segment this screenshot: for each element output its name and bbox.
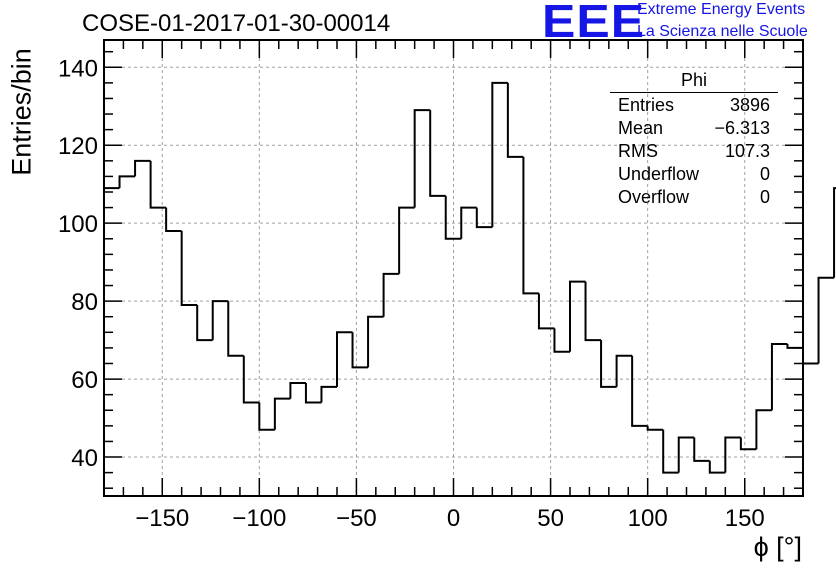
x-axis-label: ϕ [°] [753, 532, 802, 562]
logo-subtitle-1: Extreme Energy Events [637, 1, 806, 18]
stats-row-overflow: Overflow 0 [610, 186, 778, 209]
histogram-bin [506, 82, 524, 158]
histogram-bin [180, 230, 198, 307]
y-tick-label: 100 [58, 211, 98, 238]
histogram-bin [646, 425, 664, 431]
histogram-bin [537, 293, 555, 330]
histogram-bin [802, 347, 819, 365]
histogram-bin [258, 402, 275, 431]
histogram-bin [739, 437, 757, 451]
histogram-bin [631, 355, 648, 427]
histogram-bin [615, 354, 633, 387]
stats-value: 0 [759, 187, 770, 207]
stats-row-underflow: Underflow 0 [610, 163, 778, 186]
histogram-bin [289, 381, 306, 399]
stats-value: 107.3 [724, 141, 770, 161]
histogram-bin [367, 315, 384, 368]
y-tick-label: 40 [71, 445, 98, 472]
stats-row-entries: Entries 3896 [610, 94, 778, 117]
histogram-bin [336, 331, 353, 387]
histogram-bin [755, 409, 772, 450]
histogram-bin [475, 207, 493, 229]
stats-value: −6.313 [714, 118, 770, 138]
x-tick-label: −150 [135, 505, 189, 532]
histogram-bin [677, 436, 695, 473]
x-tick-label: 150 [725, 505, 765, 532]
histogram-bin [165, 207, 182, 232]
histogram-bin [134, 159, 151, 177]
histogram-bin [273, 397, 291, 430]
histogram-bin [382, 272, 400, 317]
histogram-bin [227, 301, 244, 357]
histogram-bin [413, 109, 431, 208]
histogram-bin [211, 300, 229, 341]
y-tick-label: 140 [58, 55, 98, 82]
histogram-bin [320, 385, 337, 403]
y-tick-label: 80 [71, 289, 98, 316]
histogram-bin [724, 436, 741, 473]
x-tick-label: 100 [628, 505, 668, 532]
stats-label: RMS [618, 141, 658, 161]
histogram-bin [444, 195, 462, 240]
y-tick-label: 120 [58, 133, 98, 160]
histogram-bin [491, 81, 508, 228]
histogram-bin [569, 280, 586, 352]
histogram-bin [584, 281, 602, 342]
stats-value: 3896 [729, 95, 770, 115]
histogram-bin [460, 206, 477, 239]
histogram-bin [196, 305, 213, 342]
stats-value: 0 [759, 164, 770, 184]
histogram-bin [693, 437, 710, 462]
stats-title: Phi [610, 70, 778, 93]
chart-title: COSE-01-2017-01-30-00014 [82, 10, 391, 37]
histogram-bin [522, 156, 539, 295]
stats-label: Overflow [618, 187, 690, 207]
histogram-bin [817, 276, 835, 364]
histogram-bin [600, 340, 617, 388]
stats-label: Entries [618, 95, 675, 115]
stats-row-rms: RMS 107.3 [610, 140, 778, 163]
y-axis-label: Entries/bin [6, 48, 37, 176]
histogram-bin [429, 110, 446, 197]
histogram-bin [351, 332, 369, 369]
stats-label: Mean [618, 118, 664, 138]
logo-subtitle-2: La Scienza nelle Scuole [637, 23, 808, 40]
y-tick-label: 60 [71, 367, 98, 394]
histogram-bin [242, 355, 260, 404]
stats-box: Phi Entries 3896 Mean −6.313 RMS 107.3 U… [610, 70, 778, 209]
histogram-bin [553, 328, 570, 353]
histogram-bin [770, 343, 788, 411]
histogram-bin [398, 206, 415, 274]
histogram-bin [118, 175, 136, 189]
histogram-bin [708, 460, 726, 474]
histogram-bin [304, 382, 322, 404]
x-tick-label: 50 [537, 505, 564, 532]
histogram-bin [149, 160, 167, 209]
stats-row-mean: Mean −6.313 [610, 117, 778, 140]
stats-label: Underflow [618, 164, 700, 184]
histogram-bin [662, 429, 679, 474]
eee-logo: EEE [542, 0, 646, 47]
x-tick-label: 0 [447, 505, 460, 532]
histogram-bin [833, 187, 836, 278]
x-tick-label: −50 [336, 505, 377, 532]
x-tick-label: −100 [232, 505, 286, 532]
